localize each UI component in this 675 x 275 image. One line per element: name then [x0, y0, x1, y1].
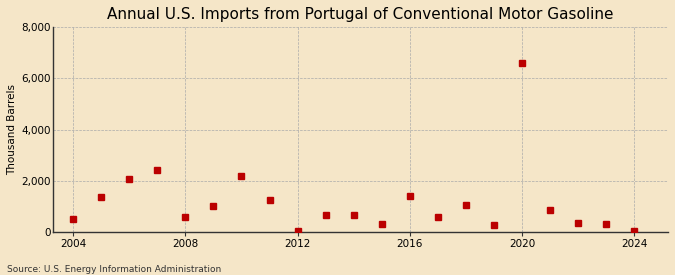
Text: Source: U.S. Energy Information Administration: Source: U.S. Energy Information Administ… — [7, 265, 221, 274]
Y-axis label: Thousand Barrels: Thousand Barrels — [7, 84, 17, 175]
Title: Annual U.S. Imports from Portugal of Conventional Motor Gasoline: Annual U.S. Imports from Portugal of Con… — [107, 7, 614, 22]
